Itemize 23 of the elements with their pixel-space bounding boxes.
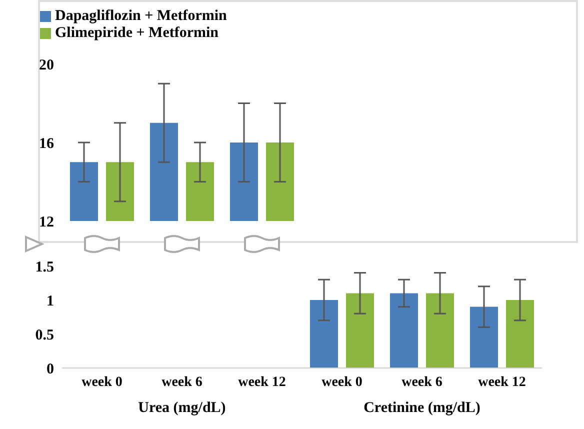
y-tick-label: 0.5 xyxy=(35,327,54,344)
x-tick-label: week 12 xyxy=(478,374,526,390)
legend-label: Dapagliflozin + Metformin xyxy=(55,8,227,24)
legend-label: Glimepiride + Metformin xyxy=(55,25,219,41)
y-tick-label: 20 xyxy=(39,57,54,74)
x-tick-label: week 0 xyxy=(82,374,122,390)
bar xyxy=(506,300,534,368)
x-tick-label: week 6 xyxy=(402,374,442,390)
bar xyxy=(310,300,338,368)
y-tick-label: 1 xyxy=(46,293,54,310)
bar xyxy=(390,293,418,368)
text: Cretinine (mg/dL) xyxy=(362,400,482,417)
x-tick-label: week 12 xyxy=(238,374,286,390)
bar xyxy=(346,293,374,368)
text: Urea (mg/dL) xyxy=(137,400,227,417)
bar xyxy=(426,293,454,368)
y-tick-label: 1.5 xyxy=(35,259,54,276)
x-tick-label: week 6 xyxy=(162,374,202,390)
y-tick-label: 0 xyxy=(46,361,54,378)
bar xyxy=(470,306,498,368)
y-tick-label: 16 xyxy=(39,136,54,152)
x-tick-label: week 0 xyxy=(322,374,362,390)
y-tick-label: 12 xyxy=(39,214,54,230)
